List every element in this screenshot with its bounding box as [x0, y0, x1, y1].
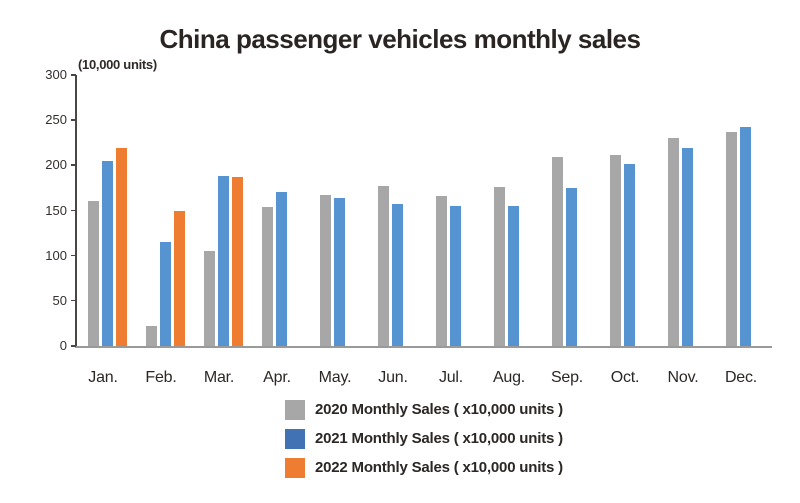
bar-2020-sep — [552, 157, 563, 346]
y-axis-tick-150 — [71, 209, 76, 211]
y-axis-tick-0 — [71, 345, 76, 347]
legend-item-2021: 2021 Monthly Sales ( x10,000 units ) — [285, 428, 563, 449]
y-axis-label-300: 300 — [45, 67, 67, 82]
bar-2020-apr — [262, 206, 273, 346]
y-axis-label-100: 100 — [45, 247, 67, 263]
x-axis-label-jan: Jan. — [88, 369, 118, 386]
bar-group-feb — [141, 75, 185, 346]
bar-2021-may — [334, 197, 345, 346]
x-axis-line — [75, 346, 772, 348]
bar-2020-mar — [204, 251, 215, 346]
bar-2021-dec — [740, 127, 751, 346]
bar-group-aug — [489, 75, 529, 346]
x-axis-label-dec: Dec. — [724, 369, 758, 386]
x-axis-label-feb: Feb. — [145, 369, 177, 386]
bar-2021-oct — [624, 164, 635, 346]
x-axis-label-mar: Mar. — [203, 369, 235, 386]
bar-group-dec — [721, 75, 761, 346]
bar-2020-jun — [378, 186, 389, 346]
bar-group-may — [315, 75, 355, 346]
legend: 2020 Monthly Sales ( x10,000 units ) 202… — [285, 399, 563, 486]
legend-swatch-2020 — [285, 399, 305, 420]
bar-2022-mar — [232, 177, 243, 346]
bar-group-nov — [663, 75, 703, 346]
bar-2020-jan — [88, 200, 99, 346]
x-axis-label-sep: Sep. — [550, 369, 584, 386]
bar-2022-jan — [116, 148, 127, 346]
x-axis-label-aug: Aug. — [492, 369, 526, 386]
bar-2020-jul — [436, 196, 447, 346]
bar-2022-feb — [174, 211, 185, 346]
y-axis-label-50: 50 — [52, 292, 67, 308]
y-axis-line — [75, 75, 77, 346]
legend-label-2020: 2020 Monthly Sales ( x10,000 units ) — [315, 401, 563, 418]
legend-label-2022: 2022 Monthly Sales ( x10,000 units ) — [315, 459, 563, 476]
bar-group-oct — [605, 75, 645, 346]
x-axis-label-oct: Oct. — [610, 369, 640, 386]
x-axis-label-apr: Apr. — [263, 369, 291, 386]
bar-2020-feb — [146, 326, 157, 346]
bar-2020-dec — [726, 131, 737, 346]
y-axis-tick-300 — [71, 74, 76, 76]
bar-group-mar — [199, 75, 243, 346]
bar-2021-sep — [566, 187, 577, 346]
legend-label-2021: 2021 Monthly Sales ( x10,000 units ) — [315, 430, 563, 447]
y-axis-tick-100 — [71, 254, 76, 257]
bar-2021-nov — [682, 148, 693, 346]
bar-2021-jun — [392, 204, 403, 346]
y-axis-label-250: 250 — [45, 112, 67, 128]
bar-2021-jul — [450, 205, 461, 346]
bar-2021-jan — [102, 160, 113, 346]
bar-group-jun — [373, 75, 413, 346]
chart-title: China passenger vehicles monthly sales — [159, 24, 641, 54]
x-axis-label-nov: Nov. — [667, 369, 699, 386]
bar-group-jan — [83, 75, 127, 346]
bar-group-apr — [257, 75, 297, 346]
bar-2020-may — [320, 195, 331, 346]
bar-2020-aug — [494, 187, 505, 346]
y-axis-unit-label: (10,000 units) — [78, 57, 157, 72]
legend-swatch-2021 — [285, 428, 305, 449]
plot-area: 0 50 100 150 200 250 300 Jan. Feb. Mar. Apr. May. Ju… — [45, 67, 772, 386]
x-axis-label-jul: Jul. — [438, 369, 464, 386]
x-axis-label-jun: Jun. — [378, 369, 408, 386]
bar-2021-mar — [218, 176, 229, 346]
bar-2020-nov — [668, 138, 679, 346]
bar-group-sep — [547, 75, 587, 346]
bar-2021-apr — [276, 192, 287, 346]
y-axis-tick-250 — [71, 119, 76, 121]
y-axis-tick-50 — [71, 299, 76, 302]
legend-swatch-2022 — [285, 457, 305, 478]
bar-group-jul — [431, 75, 471, 346]
legend-item-2022: 2022 Monthly Sales ( x10,000 units ) — [285, 457, 563, 478]
legend-item-2020: 2020 Monthly Sales ( x10,000 units ) — [285, 399, 563, 420]
bar-2021-aug — [508, 205, 519, 346]
bar-2020-oct — [610, 155, 621, 346]
y-axis-label-200: 200 — [45, 157, 67, 173]
x-axis-label-may: May. — [318, 369, 352, 386]
bar-2021-feb — [160, 242, 171, 346]
y-axis-tick-200 — [71, 164, 76, 166]
y-axis-label-150: 150 — [45, 202, 67, 218]
y-axis-label-0: 0 — [59, 338, 67, 353]
